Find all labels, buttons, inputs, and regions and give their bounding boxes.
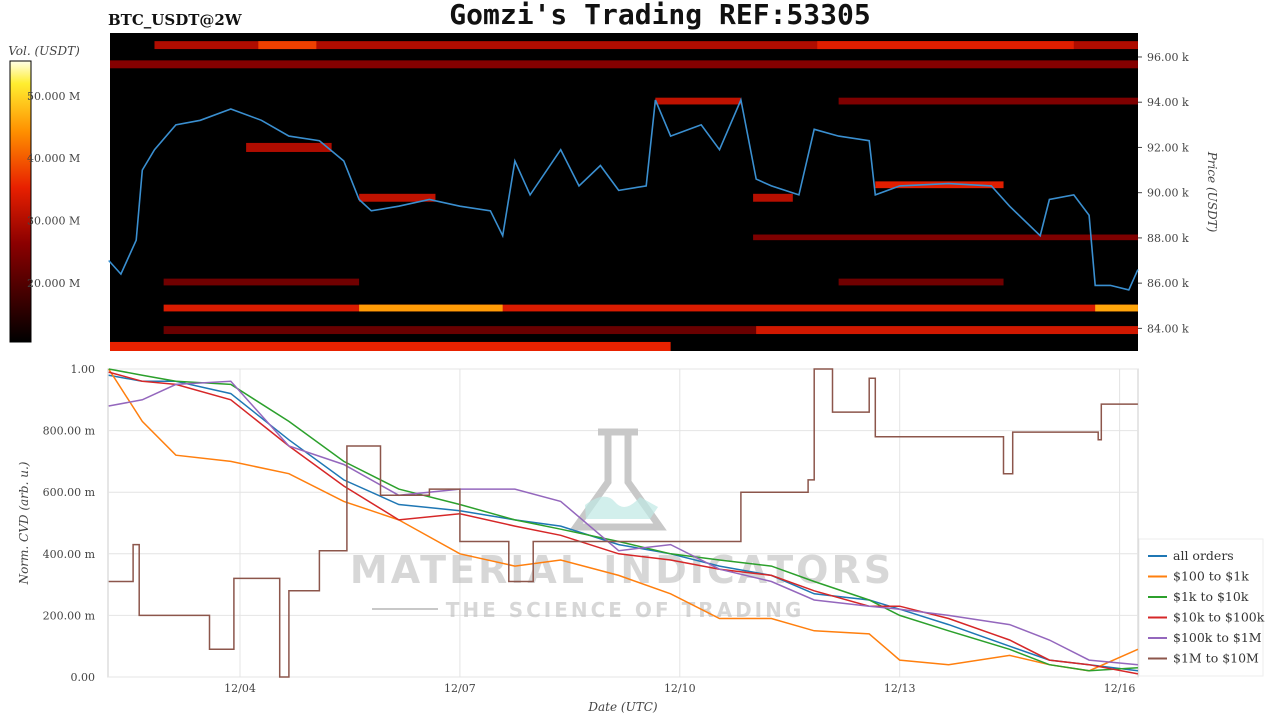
legend-entry: $100k to $1M [1173, 630, 1262, 645]
price-tick-label: 84.00 k [1147, 322, 1189, 335]
flask-liquid-icon [585, 496, 658, 519]
price-tick-label: 90.00 k [1147, 187, 1189, 200]
cvd-series-line [108, 371, 1139, 675]
colorbar-tick-label: 50.000 M [27, 90, 80, 103]
price-tick-label: 92.00 k [1147, 141, 1189, 154]
colorbar-label: Vol. (USDT) [8, 44, 80, 58]
heatmap-band [163, 278, 360, 286]
cvd-series-line [108, 374, 1138, 672]
x-tick-label: 12/16 [1104, 682, 1136, 695]
heatmap-background [110, 33, 1138, 351]
legend-entry: $10k to $100k [1173, 610, 1265, 625]
legend-entry: $100 to $1k [1173, 569, 1249, 584]
heatmap-band [753, 193, 793, 202]
y-axis-label: Norm. CVD (arb. u.) [17, 461, 31, 585]
cvd-series-line [108, 368, 1139, 672]
legend-entry: all orders [1173, 548, 1234, 563]
y-tick-label: 800.00 m [43, 425, 96, 438]
x-axis-label: Date (UTC) [587, 700, 657, 714]
watermark-brand: MATERIAL INDICATORS [350, 548, 894, 592]
heatmap-band [154, 41, 1138, 50]
heatmap-band [655, 97, 741, 105]
y-tick-label: 0.00 [71, 671, 96, 684]
legend-entry: $1M to $10M [1173, 651, 1259, 666]
colorbar [9, 60, 32, 343]
chart-title: Gomzi's Trading REF:53305 [449, 0, 870, 31]
price-tick-label: 96.00 k [1147, 51, 1189, 64]
x-tick-label: 12/10 [664, 682, 696, 695]
heatmap-band [756, 326, 1138, 335]
heatmap-band [110, 341, 671, 351]
price-tick-label: 88.00 k [1147, 232, 1189, 245]
heatmap-band [1095, 304, 1138, 312]
colorbar-tick-label: 40.000 M [27, 152, 80, 165]
heatmap-band [359, 193, 436, 202]
heatmap-band [163, 304, 1138, 312]
colorbar-tick-label: 20.000 M [27, 277, 80, 290]
heatmap-band [838, 278, 1004, 286]
heatmap-band [246, 142, 332, 152]
heatmap-band [110, 60, 1138, 69]
heatmap-band [258, 41, 317, 50]
x-tick-label: 12/13 [884, 682, 916, 695]
legend-entry: $1k to $10k [1173, 589, 1249, 604]
x-tick-label: 12/07 [444, 682, 476, 695]
price-tick-label: 94.00 k [1147, 96, 1189, 109]
cvd-series-line [108, 380, 1138, 666]
heatmap-band [359, 304, 503, 312]
y-tick-label: 1.00 [71, 363, 96, 376]
heatmap-band [838, 97, 1138, 105]
price-line [108, 97, 1139, 291]
heatmap-band [753, 234, 1138, 241]
symbol-label: BTC_USDT@2W [108, 11, 243, 29]
price-tick-label: 86.00 k [1147, 277, 1189, 290]
y-tick-label: 400.00 m [43, 548, 96, 561]
y-tick-label: 600.00 m [43, 486, 96, 499]
x-tick-label: 12/04 [224, 682, 256, 695]
heatmap-band [817, 41, 1074, 50]
legend [1138, 538, 1264, 677]
y-tick-label: 200.00 m [43, 609, 96, 622]
flask-logo-icon [569, 428, 667, 531]
watermark: MATERIAL INDICATORS THE SCIENCE OF TRADI… [350, 428, 894, 622]
heatmap-band [163, 326, 1138, 335]
colorbar-tick-label: 30.000 M [27, 215, 80, 228]
cvd-series-line [108, 368, 1138, 678]
price-axis-label: Price (USDT) [1205, 151, 1219, 233]
